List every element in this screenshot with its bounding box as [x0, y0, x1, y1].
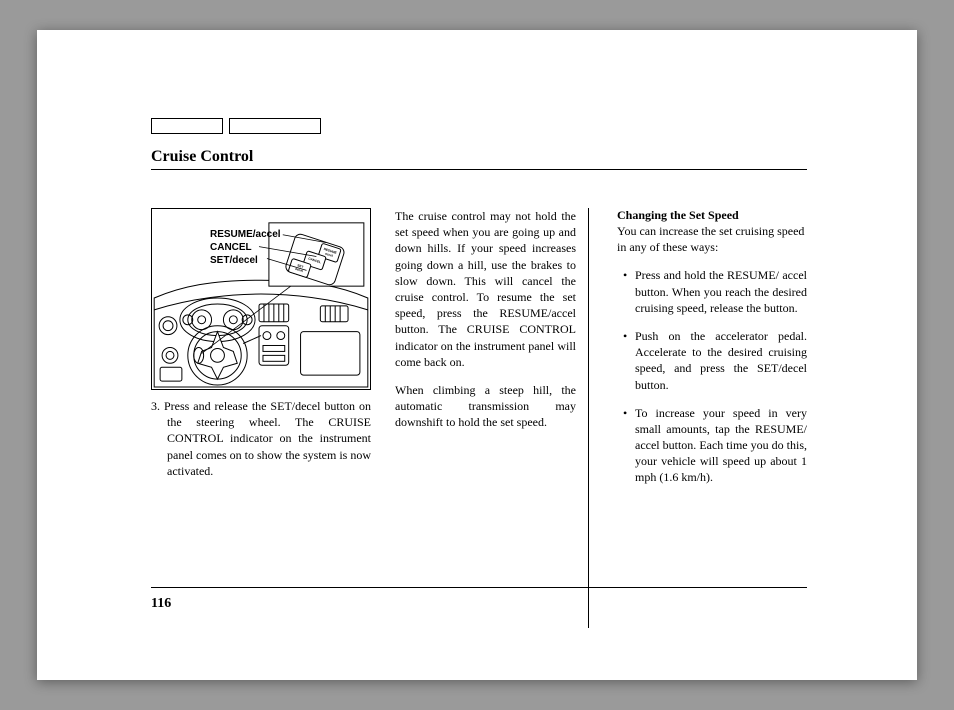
para-downshift: When climbing a steep hill, the automati…	[395, 382, 576, 431]
column-2: The cruise control may not hold the set …	[395, 208, 589, 628]
step-text: Press and release the SET/decel button o…	[164, 399, 371, 478]
header-reference-boxes	[151, 118, 321, 134]
column-3: Changing the Set Speed You can increase …	[613, 208, 807, 628]
column-1: RESUME accel CANCEL SET decel	[151, 208, 371, 628]
section-title: Cruise Control	[151, 148, 807, 170]
footer-rule	[151, 587, 807, 588]
callout-resume: RESUME/accel	[210, 229, 281, 240]
manual-page: Cruise Control	[37, 30, 917, 680]
callout-cancel: CANCEL	[210, 242, 252, 253]
step-3: 3. Press and release the SET/decel butto…	[151, 398, 371, 479]
ref-box-1	[151, 118, 223, 134]
page-number: 116	[151, 596, 171, 612]
steering-wheel-figure: RESUME accel CANCEL SET decel	[151, 208, 371, 390]
bullet-3: To increase your speed in very small amo…	[617, 405, 807, 486]
bullet-list: Press and hold the RESUME/ accel button.…	[617, 267, 807, 485]
page-header: Cruise Control	[151, 148, 807, 170]
bullet-2: Push on the accelerator pedal. Accelerat…	[617, 328, 807, 393]
subhead-changing-speed: Changing the Set Speed	[617, 208, 807, 223]
content-columns: RESUME accel CANCEL SET decel	[151, 208, 807, 628]
step-number: 3.	[151, 399, 160, 413]
para-hills: The cruise control may not hold the set …	[395, 208, 576, 370]
ref-box-2	[229, 118, 321, 134]
intro-changing-speed: You can increase the set cruising speed …	[617, 223, 807, 255]
bullet-1: Press and hold the RESUME/ accel button.…	[617, 267, 807, 316]
callout-set: SET/decel	[210, 255, 258, 266]
